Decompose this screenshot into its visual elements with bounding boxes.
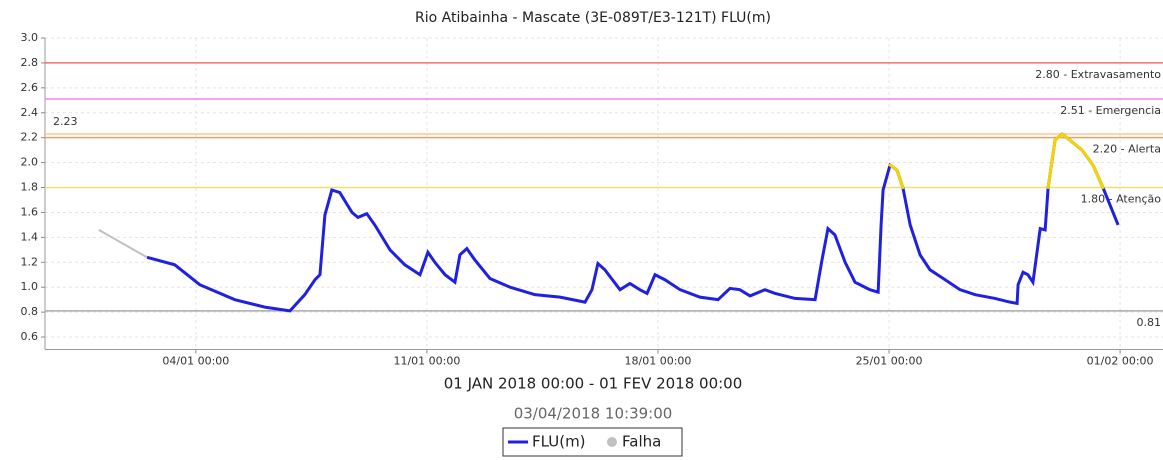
threshold-label: 2.20 - Alerta (1093, 143, 1161, 156)
series-segment (1060, 132, 1072, 142)
x-axis-label: 01 JAN 2018 00:00 - 01 FEV 2018 00:00 (444, 375, 743, 393)
series-segment (1091, 163, 1105, 190)
y-tick-label: 3.0 (21, 31, 39, 44)
y-tick-label: 1.6 (21, 205, 39, 218)
y-tick-label: 2.6 (21, 81, 39, 94)
threshold-label: 2.80 - Extravasamento (1035, 68, 1161, 81)
series-line (146, 131, 1120, 313)
x-tick-label: 04/01 00:00 (162, 355, 229, 368)
series-segment (1068, 138, 1084, 152)
x-tick-label: 25/01 00:00 (856, 355, 923, 368)
y-tick-label: 1.2 (21, 255, 39, 268)
y-tick-label: 0.8 (21, 305, 39, 318)
threshold-label: 2.23 (53, 115, 78, 128)
threshold-label: 1.80 - Atenção (1081, 193, 1162, 206)
legend-label: FLU(m) (532, 433, 586, 451)
y-tick-label: 2.4 (21, 106, 39, 119)
legend-box (502, 427, 683, 457)
y-tick-label: 1.0 (21, 280, 39, 293)
legend-swatch (607, 437, 617, 447)
series-segment (1053, 132, 1064, 142)
x-tick-label: 11/01 00:00 (393, 355, 460, 368)
chart-title: Rio Atibainha - Mascate (3E-089T/E3-121T… (415, 10, 771, 26)
y-tick-label: 1.4 (21, 230, 39, 243)
y-tick-label: 0.6 (21, 330, 39, 343)
y-tick-label: 1.8 (21, 181, 39, 194)
subtitle: 03/04/2018 10:39:00 (514, 405, 673, 423)
x-tick-label: 01/02 00:00 (1087, 355, 1154, 368)
y-tick-label: 2.2 (21, 131, 39, 144)
legend-label: Falha (622, 433, 661, 451)
y-tick-label: 2.8 (21, 56, 39, 69)
series-line (98, 229, 148, 259)
threshold-label: 2.51 - Emergencia (1060, 104, 1161, 117)
series-segment (895, 168, 905, 190)
threshold-label: 0.81 (1137, 316, 1162, 329)
series-segment (1080, 148, 1095, 167)
x-tick-label: 18/01 00:00 (625, 355, 692, 368)
series-segment (1046, 138, 1057, 190)
y-tick-label: 2.0 (21, 156, 39, 169)
